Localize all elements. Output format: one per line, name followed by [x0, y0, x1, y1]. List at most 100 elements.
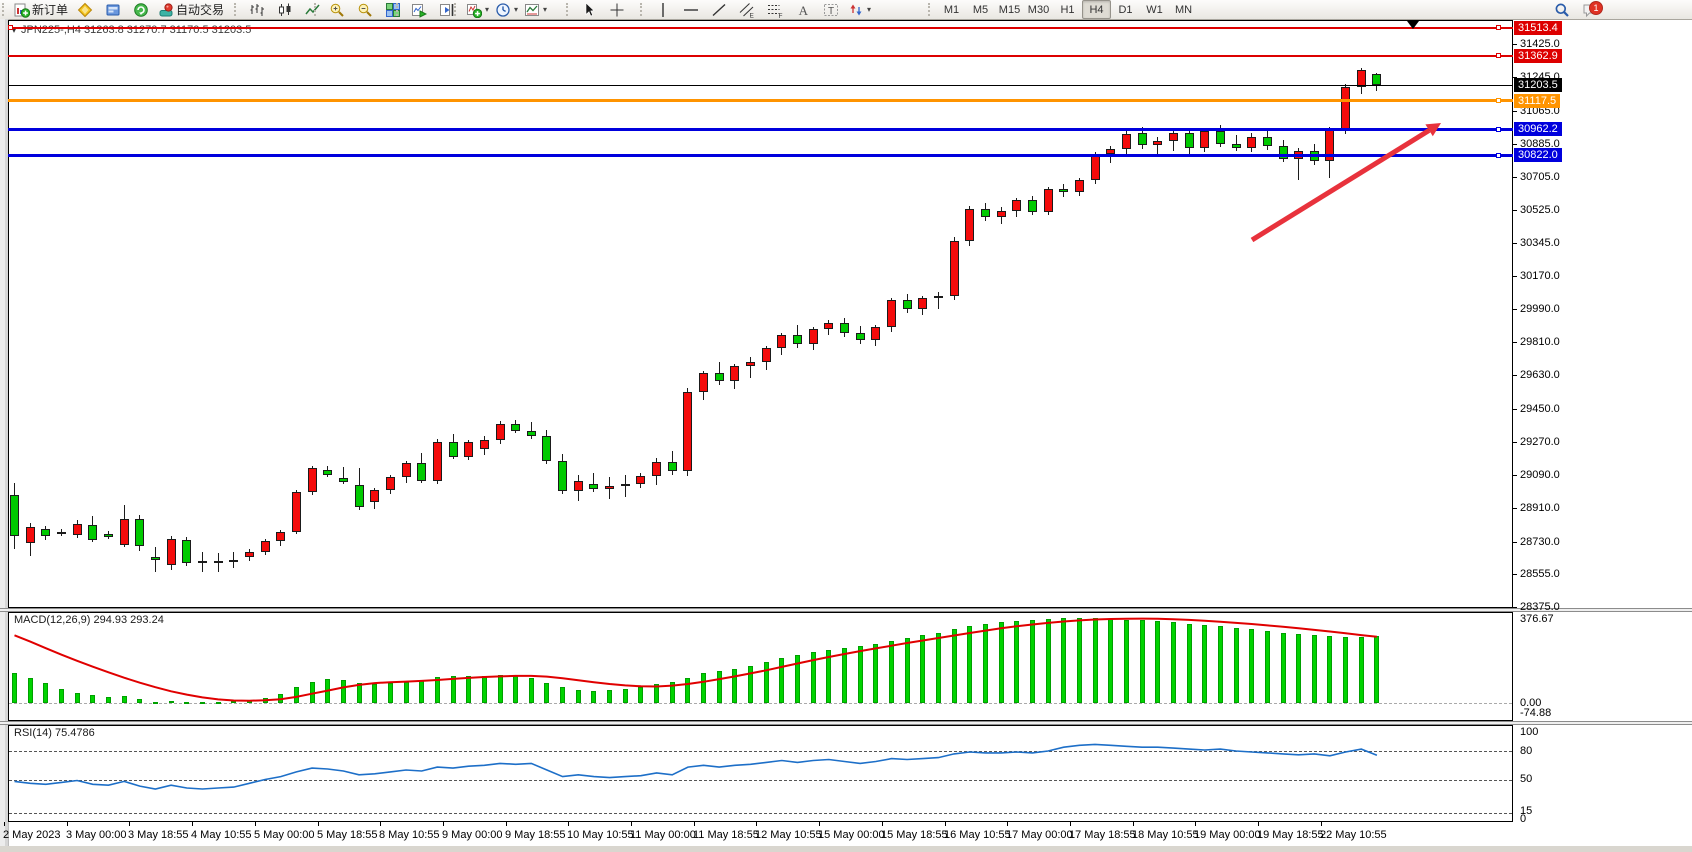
- fibonacci-button[interactable]: F: [761, 0, 789, 19]
- line-handle[interactable]: [1496, 153, 1501, 158]
- candlestick: [417, 452, 427, 483]
- indicators-button[interactable]: ▾: [463, 0, 492, 19]
- timeframe-m5-button[interactable]: M5: [972, 3, 989, 16]
- chart-title: ▾ JPN225-,H4 31263.8 31270.7 31170.5 312…: [12, 24, 251, 36]
- macd-indicator-label: MACD(12,26,9) 294.93 293.24: [14, 614, 164, 626]
- timeframe-mn-button[interactable]: MN: [1174, 3, 1193, 16]
- line-handle[interactable]: [1496, 127, 1501, 132]
- symbol-ohlc-text: JPN225-,H4 31263.8 31270.7 31170.5 31203…: [21, 24, 252, 36]
- indicators-icon: [466, 2, 482, 18]
- candlestick: [949, 236, 959, 301]
- timeframe-h1-button[interactable]: H1: [1060, 3, 1075, 16]
- arrows-button[interactable]: ▾: [845, 0, 874, 19]
- candlestick: [1200, 127, 1210, 153]
- rsi-panel[interactable]: [8, 725, 1513, 822]
- chevron-down-icon: ▾: [514, 5, 519, 14]
- text-label-button[interactable]: T: [817, 0, 845, 19]
- time-axis-label: 17 May 18:55: [1069, 829, 1136, 841]
- timeframe-m30-button[interactable]: M30: [1027, 3, 1050, 16]
- zoom-out-button[interactable]: [351, 0, 379, 19]
- line-handle[interactable]: [8, 25, 13, 30]
- macd-histogram-bar: [795, 655, 800, 703]
- metaeditor-button[interactable]: [71, 0, 99, 19]
- trendline-button[interactable]: [705, 0, 733, 19]
- macd-histogram-bar: [638, 687, 644, 703]
- price-axis-tick: 29090.0: [1520, 469, 1560, 481]
- timeframe-m15-button[interactable]: M15: [998, 3, 1021, 16]
- templates-button[interactable]: ▾: [521, 0, 550, 19]
- price-chart-panel[interactable]: [8, 20, 1513, 608]
- zoom-in-button[interactable]: [323, 0, 351, 19]
- candlestick: [965, 205, 975, 247]
- macd-panel[interactable]: [8, 612, 1513, 721]
- macd-histogram-bar: [998, 622, 1004, 703]
- panel-splitter[interactable]: [0, 608, 1692, 612]
- macd-histogram-bar: [27, 677, 33, 703]
- timeframe-w1-button[interactable]: W1: [1146, 3, 1163, 16]
- chart-shift-button[interactable]: [433, 0, 461, 19]
- chart-shift-marker[interactable]: [1407, 21, 1419, 29]
- timeframe-d1-button[interactable]: D1: [1118, 3, 1133, 16]
- window-bottom-edge: [0, 846, 1692, 852]
- price-axis-tick: 29810.0: [1520, 336, 1560, 348]
- timeframe-h4-button[interactable]: H4: [1082, 0, 1111, 19]
- candlestick: [150, 546, 160, 572]
- candlestick: [291, 490, 301, 535]
- candlestick: [1012, 197, 1022, 217]
- market-watch-button[interactable]: [99, 0, 127, 19]
- resistance-line-1[interactable]: [8, 27, 1513, 29]
- auto-scroll-button[interactable]: [405, 0, 433, 19]
- candlestick: [25, 523, 35, 557]
- rsi-axis-label: 15: [1520, 805, 1533, 817]
- bar-chart-button[interactable]: [243, 0, 271, 19]
- candlestick: [432, 438, 442, 484]
- macd-histogram-bar: [1327, 636, 1333, 703]
- candlestick: [730, 364, 740, 389]
- horizontal-line-button[interactable]: [677, 0, 705, 19]
- zoom-in-icon: [329, 2, 345, 18]
- notifications-button[interactable]: 1: [1576, 0, 1604, 19]
- macd-histogram-bar: [982, 624, 988, 703]
- navigator-button[interactable]: [127, 0, 155, 19]
- candlestick: [448, 434, 458, 459]
- macd-histogram-bar: [1280, 632, 1286, 703]
- resistance-line-3[interactable]: [8, 99, 1513, 102]
- candlestick: [370, 487, 380, 509]
- periods-button[interactable]: ▾: [492, 0, 521, 19]
- cursor-button[interactable]: [575, 0, 603, 19]
- toolbar-group-objects: ▾ ▾ ▾: [454, 0, 550, 19]
- vertical-line-button[interactable]: [649, 0, 677, 19]
- channel-icon: E: [739, 2, 755, 18]
- price-axis-tick: 28910.0: [1520, 502, 1560, 514]
- line-handle[interactable]: [1496, 25, 1501, 30]
- equidistant-channel-button[interactable]: E: [733, 0, 761, 19]
- macd-histogram-bar: [1045, 619, 1051, 703]
- resistance-line-2[interactable]: [8, 55, 1513, 57]
- candlestick: [479, 436, 489, 455]
- candlestick: [1294, 148, 1304, 181]
- new-order-button[interactable]: 新订单: [11, 0, 71, 19]
- line-handle[interactable]: [1496, 53, 1501, 58]
- bid-price-line: [8, 85, 1513, 86]
- time-axis-tick-mark: [568, 822, 569, 826]
- candlestick-chart-button[interactable]: [271, 0, 299, 19]
- bar-chart-icon: [249, 2, 265, 18]
- chart-dropdown-icon[interactable]: ▾: [12, 25, 17, 35]
- timeframe-m1-button[interactable]: M1: [943, 3, 960, 16]
- autotrading-button[interactable]: 自动交易: [155, 0, 227, 19]
- macd-histogram-bar: [1155, 621, 1161, 703]
- support-line-2[interactable]: [8, 154, 1513, 157]
- candlestick: [1215, 125, 1225, 147]
- support-line-1[interactable]: [8, 128, 1513, 131]
- crosshair-button[interactable]: [603, 0, 631, 19]
- macd-histogram-bar: [90, 694, 96, 703]
- candlestick: [636, 472, 646, 489]
- line-handle[interactable]: [1496, 98, 1501, 103]
- search-button[interactable]: [1548, 0, 1576, 19]
- macd-histogram-bar: [575, 689, 581, 703]
- text-button[interactable]: A: [789, 0, 817, 19]
- panel-splitter[interactable]: [0, 721, 1692, 725]
- candlestick: [855, 326, 865, 345]
- price-axis-tick-mark: [1513, 44, 1517, 45]
- macd-histogram-bar: [1374, 636, 1380, 703]
